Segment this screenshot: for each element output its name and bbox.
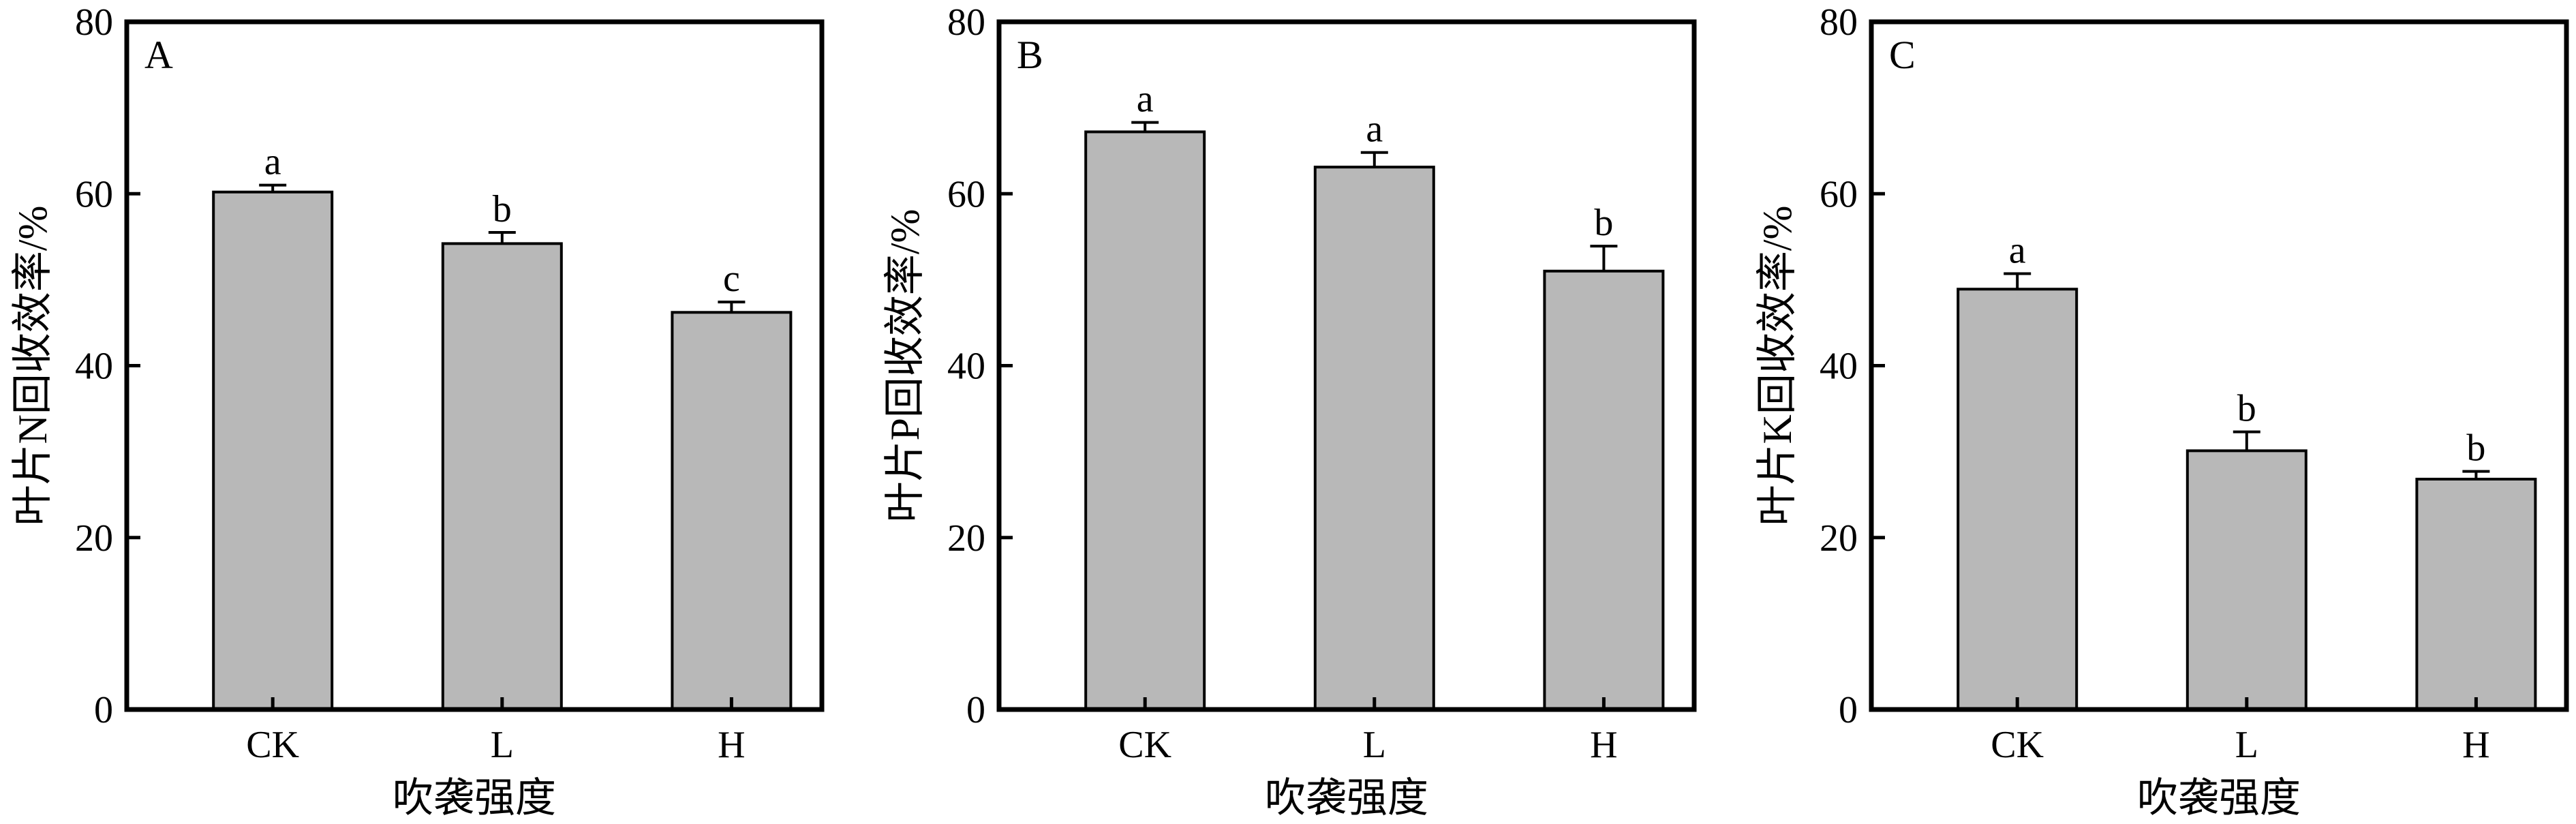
y-tick-label: 40	[947, 346, 985, 388]
y-axis-title: 叶片P回收效率/%	[883, 209, 927, 522]
y-tick-label: 60	[75, 173, 113, 215]
bar-L	[441, 242, 563, 711]
y-axis-title: 叶片K回收效率/%	[1755, 206, 1800, 526]
x-axis-title: 吹袭强度	[2137, 776, 2301, 821]
x-tick-label: H	[718, 724, 745, 766]
significance-label: a	[1366, 108, 1383, 151]
y-tick-label: 0	[94, 689, 113, 731]
y-tick-label: 40	[75, 346, 113, 388]
bar-CK	[1084, 130, 1206, 711]
y-tick-label: 20	[75, 517, 113, 560]
plot-frame	[996, 19, 1697, 712]
x-axis-title: 吹袭强度	[1265, 776, 1428, 821]
significance-label: a	[264, 141, 281, 183]
y-tick-label: 0	[1839, 689, 1858, 731]
bar-CK	[1957, 288, 2079, 711]
significance-label: b	[1594, 202, 1613, 244]
panel-letter: B	[1017, 33, 1043, 77]
y-tick-label: 20	[947, 517, 985, 560]
x-tick-label: H	[2462, 724, 2489, 766]
significance-label: b	[2466, 427, 2485, 470]
significance-label: a	[2009, 230, 2026, 272]
significance-label: a	[1137, 78, 1154, 121]
bar-L	[2186, 449, 2307, 712]
panel-letter: A	[144, 33, 173, 77]
x-axis-title: 吹袭强度	[393, 776, 556, 821]
bar-L	[1313, 166, 1435, 711]
bar-CK	[212, 190, 334, 712]
significance-label: b	[2237, 388, 2256, 430]
x-tick-label: CK	[1991, 724, 2044, 766]
panel-A: a CK b Lc H 0 20 40 60 80 A 叶片N回收效率/% 吹袭强度	[10, 1, 825, 821]
y-tick-label: 80	[75, 1, 113, 44]
bar-H	[671, 311, 793, 711]
plot-frame	[124, 19, 825, 712]
panel-B: a CK a Lb H 0 20 40 60 80 B 叶片P回收效率/% 吹袭强度	[883, 1, 1697, 821]
y-tick-label: 80	[947, 1, 985, 44]
y-tick-label: 60	[1820, 173, 1858, 215]
x-tick-label: L	[491, 724, 514, 766]
y-tick-label: 60	[947, 173, 985, 215]
bar-H	[2415, 477, 2537, 711]
plot-frame	[1869, 19, 2569, 712]
significance-label: c	[723, 258, 740, 300]
y-tick-label: 40	[1820, 346, 1858, 388]
bar-H	[1543, 269, 1665, 711]
x-tick-label: L	[2235, 724, 2258, 766]
x-tick-label: CK	[246, 724, 299, 766]
panel-letter: C	[1889, 33, 1916, 77]
y-tick-label: 0	[966, 689, 985, 731]
y-tick-label: 80	[1820, 1, 1858, 44]
y-axis-title: 叶片N回收效率/%	[10, 206, 55, 526]
x-tick-label: H	[1590, 724, 1617, 766]
x-tick-label: CK	[1118, 724, 1171, 766]
panel-C: a CK b Lb H 0 20 40 60 80 C 叶片K回收效率/% 吹袭强度	[1755, 1, 2569, 821]
significance-label: b	[493, 188, 512, 230]
x-tick-label: L	[1363, 724, 1386, 766]
y-tick-label: 20	[1820, 517, 1858, 560]
